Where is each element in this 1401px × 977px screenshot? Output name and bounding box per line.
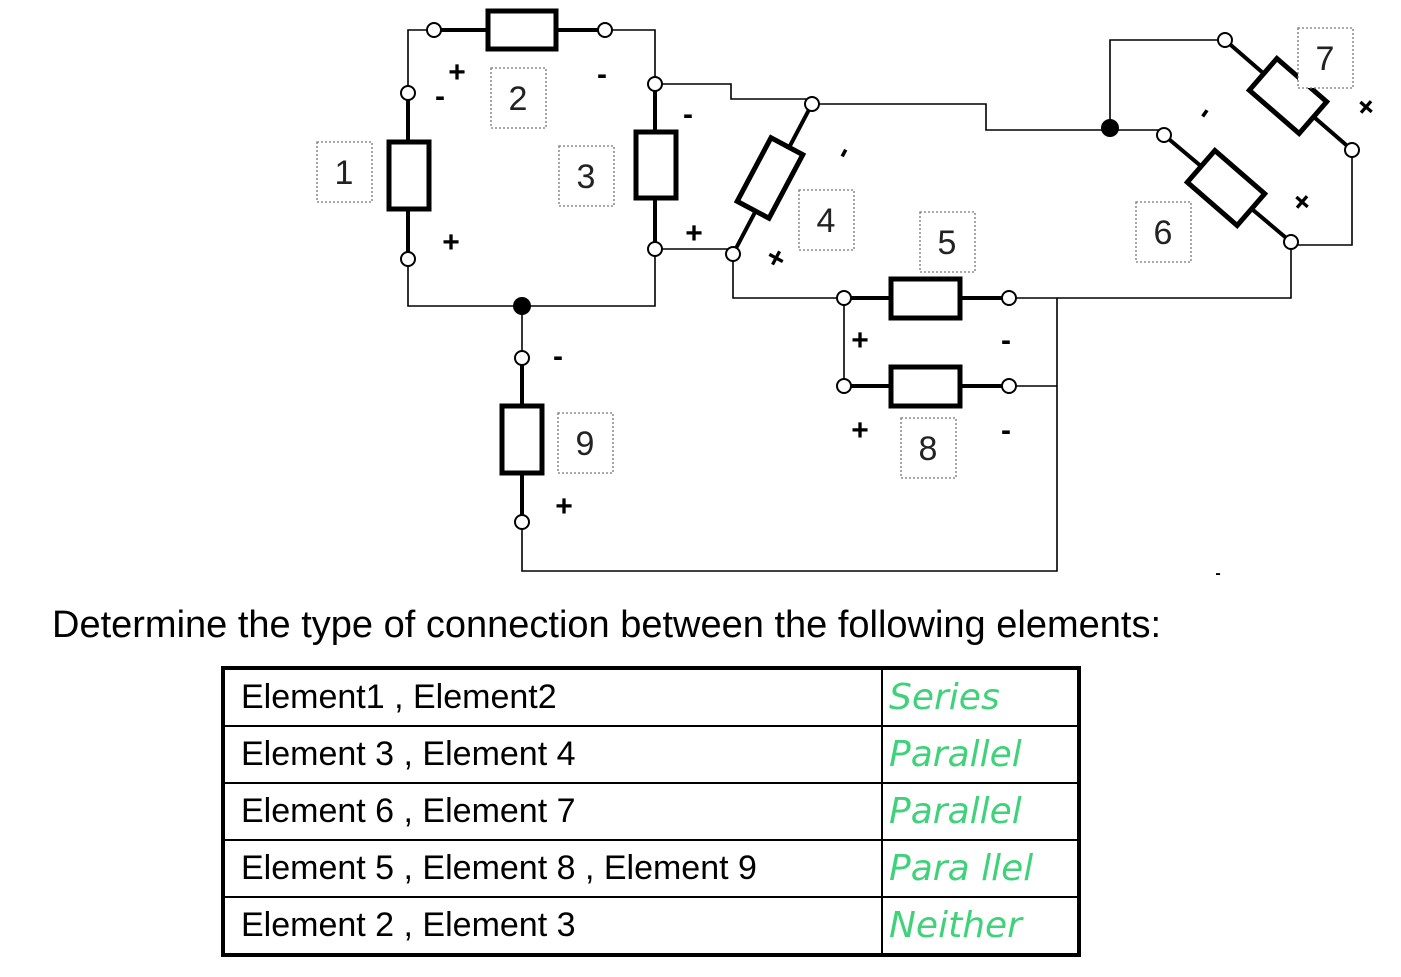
minus-sign: - [1187, 99, 1220, 126]
table-row: Element 5 , Element 8 , Element 9 Para l… [222, 839, 1080, 898]
element-label-5: 5 [919, 211, 976, 273]
circuit-diagram: 1 2 3 4 5 6 7 8 9 + - - + - + - + [316, 8, 1383, 582]
element-7 [1217, 32, 1360, 158]
element-pair-cell: Element1 , Element2 [222, 667, 883, 727]
element-2 [426, 8, 613, 52]
junction-node [1101, 119, 1119, 137]
element-pair-cell: Element 2 , Element 3 [222, 896, 883, 956]
element-label-9: 9 [557, 412, 614, 474]
plus-sign: + [1284, 184, 1319, 220]
element-label-1: 1 [316, 141, 373, 203]
element-label-4: 4 [798, 189, 855, 251]
element-8 [836, 364, 1017, 409]
plus-sign: + [1348, 89, 1383, 125]
table-row: Element 3 , Element 4 Parallel [222, 725, 1080, 784]
plus-sign: + [685, 217, 703, 250]
plus-sign: + [442, 226, 460, 259]
minus-sign: - [1001, 414, 1011, 447]
element-1 [386, 85, 432, 267]
element-6 [1156, 127, 1299, 250]
element-label-8: 8 [900, 417, 957, 479]
plus-sign: + [851, 324, 869, 357]
element-4 [725, 96, 820, 262]
element-label-2: 2 [490, 67, 547, 129]
answer-cell: Series [881, 667, 1080, 727]
element-label-6: 6 [1135, 201, 1192, 263]
table-row: Element 2 , Element 3 Neither [222, 896, 1080, 956]
svg-text:6: 6 [1154, 214, 1173, 252]
table-row: Element1 , Element2 Series [222, 667, 1080, 727]
answer-cell: Para llel [881, 839, 1080, 898]
element-label-7: 7 [1297, 27, 1354, 89]
plus-sign: + [448, 56, 466, 89]
plus-sign: + [555, 490, 573, 523]
question-text: Determine the type of connection between… [52, 604, 1161, 646]
junction-node [513, 297, 531, 315]
element-label-3: 3 [558, 145, 615, 207]
wires [407, 29, 1353, 572]
svg-text:9: 9 [576, 425, 595, 463]
element-5 [836, 276, 1017, 321]
minus-sign: - [826, 140, 860, 164]
svg-text:3: 3 [577, 158, 596, 196]
svg-text:7: 7 [1316, 40, 1335, 78]
svg-text:5: 5 [938, 224, 957, 262]
plus-sign: + [758, 243, 795, 274]
answer-cell: Neither [881, 896, 1080, 956]
element-9 [499, 350, 545, 530]
plus-sign: + [851, 414, 869, 447]
minus-sign: - [1215, 565, 1220, 582]
element-pair-cell: Element 3 , Element 4 [222, 725, 883, 784]
svg-text:4: 4 [817, 202, 836, 240]
svg-text:2: 2 [509, 80, 528, 118]
minus-sign: - [553, 340, 563, 373]
table-row: Element 6 , Element 7 Parallel [222, 782, 1080, 841]
element-3 [633, 76, 679, 257]
minus-sign: - [597, 58, 607, 91]
answer-cell: Parallel [881, 725, 1080, 784]
answer-cell: Parallel [881, 782, 1080, 841]
svg-text:1: 1 [335, 154, 354, 192]
element-pair-cell: Element 5 , Element 8 , Element 9 [222, 839, 883, 898]
minus-sign: - [435, 80, 445, 113]
element-pair-cell: Element 6 , Element 7 [222, 782, 883, 841]
minus-sign: - [1001, 324, 1011, 357]
minus-sign: - [683, 98, 693, 131]
svg-text:8: 8 [919, 430, 938, 468]
connection-table: Element1 , Element2 Series Element 3 , E… [221, 666, 1081, 957]
